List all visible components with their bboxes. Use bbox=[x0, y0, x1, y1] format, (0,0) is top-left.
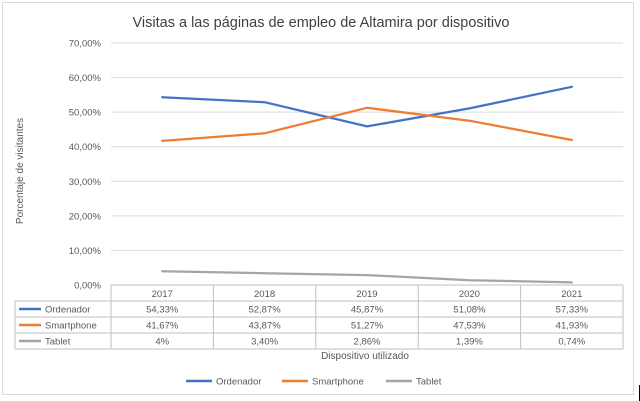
x-tick-label: 2017 bbox=[152, 289, 173, 300]
legend-label: Smartphone bbox=[312, 377, 364, 388]
x-tick-label: 2020 bbox=[459, 289, 480, 300]
series-line-ordenador bbox=[161, 85, 573, 128]
table-cell: 52,87% bbox=[248, 305, 281, 316]
table-cell: 54,33% bbox=[146, 305, 179, 316]
y-tick-label: 50,00% bbox=[69, 108, 102, 119]
table-cell: 4% bbox=[155, 337, 169, 348]
y-tick-label: 0,00% bbox=[74, 281, 101, 292]
y-tick-label: 60,00% bbox=[69, 73, 102, 84]
series-line-smartphone bbox=[161, 106, 573, 143]
legend-label: Tablet bbox=[416, 377, 442, 388]
table-series-name: Ordenador bbox=[45, 305, 90, 316]
y-tick-label: 20,00% bbox=[69, 211, 102, 222]
table-cell: 45,87% bbox=[351, 305, 384, 316]
x-tick-label: 2018 bbox=[254, 289, 275, 300]
table-cell: 51,08% bbox=[453, 305, 486, 316]
x-axis-label: Dispositivo utilizado bbox=[321, 351, 409, 362]
table-cell: 43,87% bbox=[248, 321, 281, 332]
table-cell: 1,39% bbox=[456, 337, 483, 348]
legend-label: Ordenador bbox=[216, 377, 261, 388]
table-cell: 51,27% bbox=[351, 321, 384, 332]
table-cell: 3,40% bbox=[251, 337, 278, 348]
y-tick-label: 70,00% bbox=[69, 39, 102, 50]
line-chart: Visitas a las páginas de empleo de Altam… bbox=[14, 15, 624, 388]
y-tick-label: 40,00% bbox=[69, 142, 102, 153]
table-cell: 41,67% bbox=[146, 321, 179, 332]
table-cell: 47,53% bbox=[453, 321, 486, 332]
table-series-name: Tablet bbox=[45, 337, 71, 348]
x-tick-label: 2019 bbox=[356, 289, 377, 300]
y-axis-label: Porcentaje de visitantes bbox=[15, 118, 26, 224]
table-series-name: Smartphone bbox=[45, 321, 97, 332]
chart-title: Visitas a las páginas de empleo de Altam… bbox=[133, 15, 510, 31]
table-cell: 2,86% bbox=[354, 337, 381, 348]
y-tick-label: 30,00% bbox=[69, 177, 102, 188]
series-line-tablet bbox=[161, 270, 573, 284]
y-tick-label: 10,00% bbox=[69, 246, 102, 257]
table-cell: 41,93% bbox=[556, 321, 589, 332]
table-cell: 57,33% bbox=[556, 305, 589, 316]
table-cell: 0,74% bbox=[558, 337, 585, 348]
x-tick-label: 2021 bbox=[561, 289, 582, 300]
